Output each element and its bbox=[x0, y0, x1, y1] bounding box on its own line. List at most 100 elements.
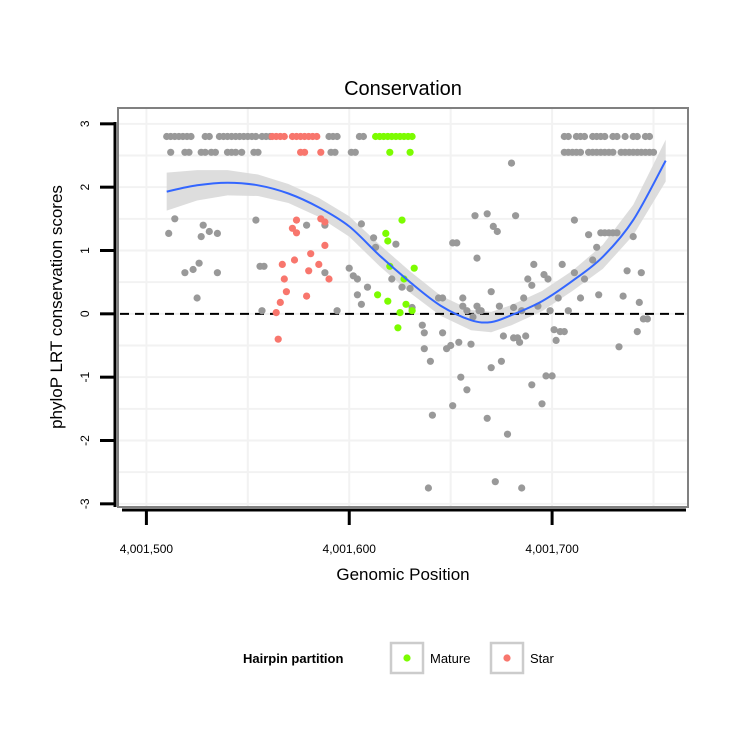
point-star bbox=[292, 229, 301, 237]
point-mature bbox=[384, 297, 392, 305]
panel-border bbox=[117, 107, 689, 508]
y-tick-label: 1 bbox=[78, 247, 92, 254]
point-other bbox=[511, 212, 520, 220]
point-other bbox=[554, 294, 562, 302]
point-other bbox=[635, 298, 643, 306]
point-other bbox=[447, 341, 455, 350]
point-star bbox=[282, 288, 290, 296]
x-axis-title: Genomic Position bbox=[336, 565, 469, 584]
point-mature bbox=[396, 309, 404, 317]
point-other bbox=[499, 332, 507, 340]
point-star bbox=[290, 256, 299, 264]
point-star bbox=[272, 309, 280, 317]
point-other bbox=[595, 291, 603, 299]
point-other bbox=[258, 307, 266, 315]
point-other bbox=[615, 343, 623, 351]
point-other bbox=[353, 275, 361, 283]
point-other bbox=[345, 264, 353, 272]
point-other bbox=[331, 148, 339, 156]
point-other bbox=[487, 364, 495, 372]
point-other bbox=[303, 221, 311, 229]
x-tick-label: 4,001,500 bbox=[120, 542, 174, 556]
point-other bbox=[473, 254, 481, 262]
point-other bbox=[489, 222, 497, 230]
point-other bbox=[487, 288, 495, 296]
point-other bbox=[613, 229, 621, 237]
point-mature bbox=[408, 132, 416, 141]
y-tick-label: -2 bbox=[78, 435, 92, 446]
point-other bbox=[570, 269, 579, 277]
point-other bbox=[542, 372, 550, 380]
y-ticks: -3 -2 -1 0 1 2 3 bbox=[78, 120, 115, 509]
point-star bbox=[313, 132, 321, 141]
point-other bbox=[199, 221, 207, 229]
point-other bbox=[469, 313, 477, 321]
plot-panel bbox=[117, 107, 689, 508]
point-other bbox=[493, 227, 501, 236]
point-other bbox=[363, 283, 372, 291]
point-other bbox=[333, 132, 341, 141]
point-star bbox=[274, 335, 282, 343]
point-other bbox=[420, 345, 428, 353]
point-other bbox=[359, 132, 367, 141]
point-other bbox=[424, 484, 432, 492]
point-other bbox=[522, 332, 530, 340]
point-other bbox=[516, 338, 524, 346]
point-star bbox=[276, 298, 284, 306]
point-other bbox=[564, 132, 572, 141]
point-star bbox=[292, 216, 301, 224]
point-other bbox=[580, 275, 589, 283]
x-ticks: 4,001,500 4,001,600 4,001,700 bbox=[120, 510, 579, 556]
point-other bbox=[601, 132, 609, 141]
point-other bbox=[550, 326, 558, 334]
y-axis-title: phyloP LRT conservation scores bbox=[47, 185, 66, 429]
point-other bbox=[260, 262, 268, 270]
point-other bbox=[609, 148, 617, 156]
point-other bbox=[548, 372, 556, 380]
point-other bbox=[552, 336, 560, 344]
point-mature bbox=[408, 307, 416, 315]
point-other bbox=[187, 132, 195, 141]
point-mature bbox=[386, 148, 394, 156]
point-other bbox=[418, 321, 426, 329]
point-mature bbox=[386, 262, 394, 270]
point-other bbox=[558, 260, 566, 268]
point-other bbox=[477, 307, 485, 315]
point-other bbox=[633, 328, 641, 336]
x-tick-label: 4,001,600 bbox=[323, 542, 377, 556]
legend-title: Hairpin partition bbox=[243, 651, 343, 666]
point-other bbox=[426, 357, 434, 365]
point-other bbox=[645, 132, 654, 141]
y-tick-label: -3 bbox=[78, 498, 92, 509]
point-other bbox=[165, 229, 173, 237]
point-other bbox=[388, 275, 396, 283]
point-other bbox=[633, 132, 641, 141]
point-other bbox=[613, 132, 621, 141]
point-other bbox=[564, 307, 572, 315]
point-other bbox=[370, 234, 378, 242]
point-other bbox=[189, 265, 197, 274]
point-other bbox=[560, 328, 568, 336]
point-other bbox=[619, 292, 627, 300]
legend-dot-mature bbox=[403, 654, 411, 662]
point-other bbox=[195, 259, 203, 267]
point-other bbox=[524, 275, 532, 283]
point-star bbox=[307, 250, 315, 258]
point-other bbox=[497, 357, 505, 365]
point-other bbox=[621, 132, 629, 141]
point-star bbox=[315, 260, 323, 268]
legend: Hairpin partition Mature Star bbox=[243, 641, 555, 675]
legend-label-mature: Mature bbox=[430, 651, 470, 666]
point-other bbox=[530, 260, 538, 268]
point-other bbox=[185, 148, 193, 156]
point-other bbox=[637, 269, 645, 277]
data-points bbox=[163, 132, 658, 492]
point-other bbox=[585, 231, 593, 239]
point-star bbox=[278, 260, 286, 268]
y-axis: -3 -2 -1 0 1 2 3 bbox=[78, 120, 117, 509]
point-other bbox=[254, 148, 262, 156]
smooth-confidence-band bbox=[166, 139, 666, 333]
point-other bbox=[321, 269, 329, 277]
point-other bbox=[538, 400, 546, 408]
